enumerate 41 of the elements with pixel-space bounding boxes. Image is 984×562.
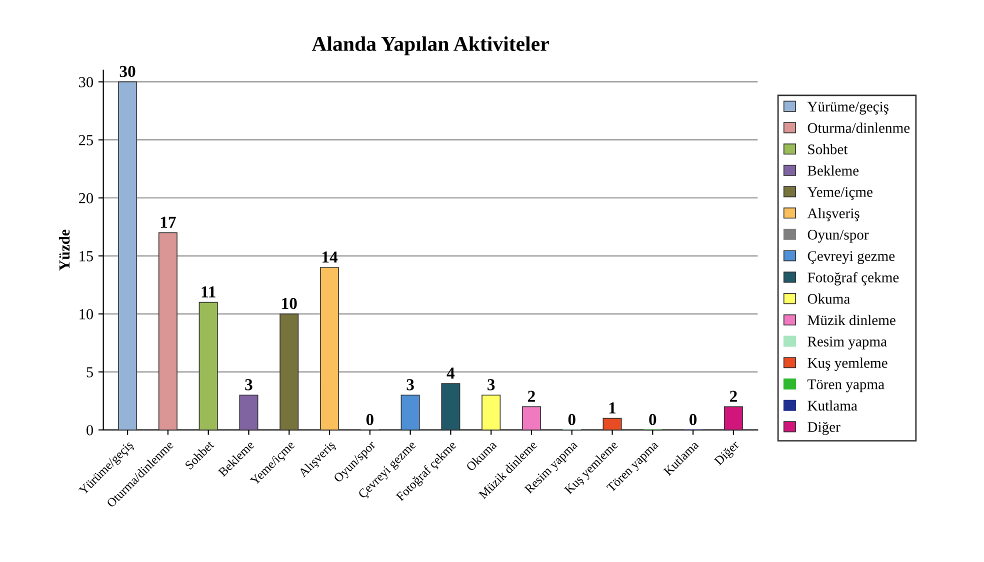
- y-tick-label: 10: [80, 309, 94, 320]
- data-label: 14: [322, 252, 338, 263]
- legend-label: Fotoğraf çekme: [808, 272, 899, 286]
- legend-label: Kutlama: [808, 400, 858, 411]
- data-label: 0: [366, 414, 374, 426]
- legend-label: Okuma: [808, 294, 850, 304]
- data-label: 0: [568, 414, 576, 426]
- legend-label: Oturma/dinlenme: [808, 122, 910, 133]
- data-label: 0: [690, 414, 697, 426]
- data-label: 3: [245, 379, 252, 390]
- legend-label: Bekleme: [808, 165, 859, 176]
- legend-label: Oyun/spor: [808, 230, 869, 243]
- legend-label: Resim yapma: [808, 336, 887, 350]
- legend-label: Tören yapma: [807, 380, 884, 392]
- data-label: 1: [609, 402, 616, 414]
- y-tick-label: 20: [78, 193, 94, 204]
- data-label: 11: [202, 286, 216, 298]
- y-tick-label: 15: [80, 251, 93, 262]
- legend-label: Müzik dinleme: [808, 314, 896, 326]
- y-axis-title: Yüzde: [58, 230, 70, 271]
- data-label: 3: [488, 379, 495, 390]
- chart-title: Alanda Yapılan Aktiviteler: [312, 36, 549, 56]
- legend-label: Kuş yemleme: [808, 358, 888, 371]
- y-tick-label: 5: [86, 367, 93, 378]
- y-tick-label: 25: [78, 135, 93, 146]
- y-tick-label: 30: [79, 76, 94, 88]
- data-label: 0: [649, 414, 656, 426]
- data-label: 2: [730, 390, 737, 402]
- data-label: 17: [160, 216, 176, 228]
- y-tick-label: 0: [86, 425, 94, 436]
- data-label: 30: [120, 66, 136, 78]
- data-label: 3: [406, 379, 414, 390]
- legend-label: Diğer: [808, 422, 840, 435]
- legend-label: Alışveriş: [807, 208, 860, 222]
- legend-label: Çevreyi gezme: [808, 251, 895, 264]
- data-label: 4: [446, 368, 455, 379]
- legend-label: Sohbet: [808, 144, 848, 154]
- legend-label: Yürüme/geçiş: [807, 102, 888, 115]
- data-label: 10: [282, 298, 297, 310]
- legend-label: Yeme/içme: [807, 187, 872, 200]
- data-label: 2: [528, 390, 535, 402]
